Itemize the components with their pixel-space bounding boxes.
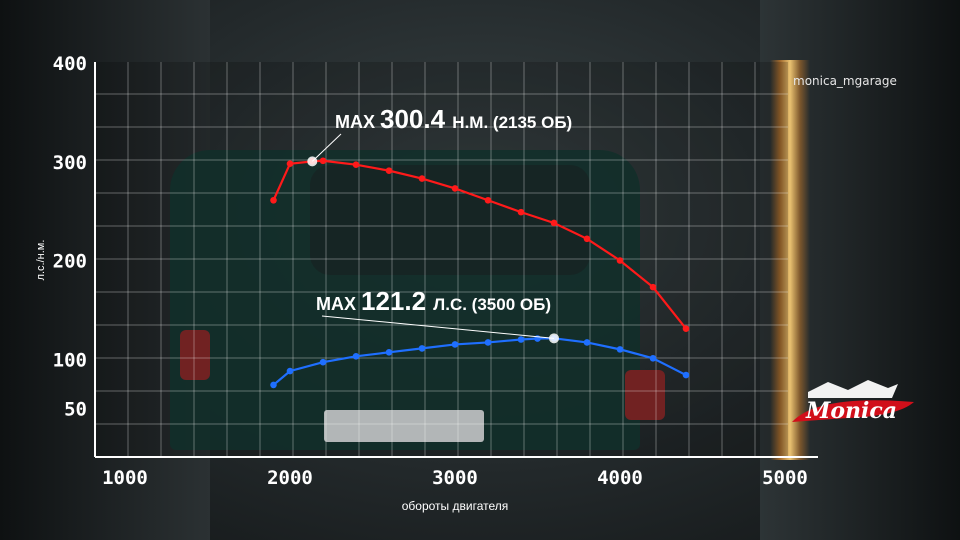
annotation-label: MAX 121.2 Л.С. (3500 ОБ) [316,286,551,316]
data-point [451,185,459,192]
y-tick-label: 300 [53,152,87,174]
y-tick-label: 200 [53,251,87,273]
data-point [418,175,426,182]
data-point [451,341,459,348]
x-tick-label: 2000 [267,467,313,489]
data-point [583,339,591,346]
data-point [616,257,624,264]
data-point [682,325,690,332]
x-tick-label: 1000 [102,467,148,489]
x-tick-label: 5000 [762,467,808,489]
data-point [286,160,294,168]
data-point [616,346,624,353]
data-point [352,161,360,169]
annotation-leader [321,315,555,339]
data-point [682,371,690,379]
data-point [550,219,558,227]
annotation-label: MAX 300.4 Н.М. (2135 ОБ) [335,104,572,134]
data-point [319,358,327,366]
data-point [583,235,591,243]
watermark: monica_mgarage [793,74,897,88]
data-point [517,208,525,216]
plot-area [95,62,788,457]
annotation-leader [311,133,342,162]
y-tick-label: 50 [64,399,87,421]
data-point [319,157,327,165]
data-point [352,352,360,360]
x-tick-label: 4000 [597,467,643,489]
data-point [418,345,426,352]
data-point [286,367,294,375]
svg-text:Monica: Monica [805,398,897,424]
data-point [484,196,492,204]
data-point [649,283,657,291]
data-point [270,381,277,389]
data-point [649,354,657,362]
y-tick-label: 400 [53,53,87,75]
data-point [484,339,492,346]
monica-logo: Monica [792,380,914,424]
y-axis-label: л.с./н.м. [35,240,47,281]
data-point [385,349,393,356]
data-point [270,196,277,204]
x-tick-label: 3000 [432,467,478,489]
data-point [385,167,393,174]
x-axis-label: обороты двигателя [402,499,509,513]
y-tick-label: 100 [53,349,87,371]
data-point [517,336,525,343]
